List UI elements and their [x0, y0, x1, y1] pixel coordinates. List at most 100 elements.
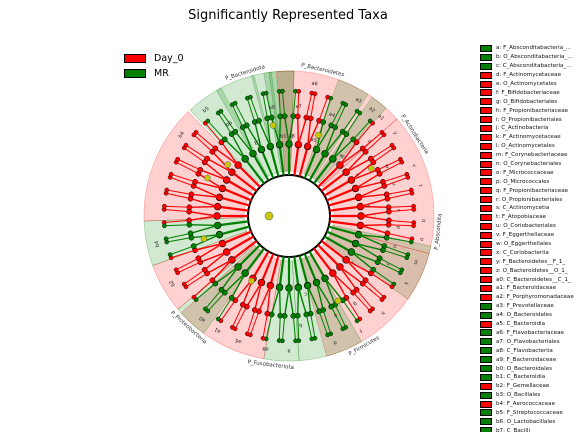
node-level3-41-0 [215, 316, 221, 322]
branch-l2-9-0 [246, 125, 263, 150]
branch-l3-33-1 [322, 309, 332, 334]
branch-l3-7-1 [217, 112, 233, 135]
taxa-legend-item: a4: O_Bacteroidales [480, 311, 576, 320]
taxa-legend-item: w: O_Eggerthellales [480, 240, 576, 249]
node-level3-22-0 [405, 175, 411, 180]
branch-l2-47-0 [190, 224, 218, 235]
branch-l3-19-1 [370, 144, 393, 160]
taxa-legend-swatch [480, 71, 492, 79]
ring-label-18: w [383, 163, 390, 169]
branch-l2-43-1 [206, 259, 233, 274]
ring-label-41: a9 [262, 345, 269, 352]
branch-l3-25-1 [387, 232, 413, 240]
legend-item-day0: Day_0 [124, 51, 384, 66]
ring-label-32: i [368, 287, 373, 292]
taxa-legend-swatch [480, 240, 492, 248]
taxa-legend-label: f: F_Bifidobacteriaceae [496, 89, 560, 96]
ring-label-3: b7 [254, 139, 262, 147]
taxa-legend: a: F_Absconditabacteria_... b: O_Abscondi… [480, 44, 576, 432]
taxa-legend-item: r: O_Propionibacteriales [480, 195, 576, 204]
taxa-legend-item: p: O_Micrococcales [480, 177, 576, 186]
taxa-legend-swatch [480, 107, 492, 115]
taxa-legend-label: t: F_Atopobiaceae [496, 214, 547, 221]
ring-label-27: n [391, 244, 398, 249]
taxa-legend-swatch [480, 196, 492, 204]
node-level3-20-0 [391, 145, 397, 151]
node-level3-44-0 [181, 281, 187, 287]
branch-13 [293, 144, 300, 176]
taxa-legend-swatch [480, 222, 492, 230]
branch-l3-5-0 [185, 144, 208, 160]
neutral-node-0 [224, 161, 231, 168]
branch-l3-0-0 [164, 219, 190, 224]
phylum-label-3: P_Abscondita [434, 213, 444, 250]
taxa-legend-swatch [480, 98, 492, 106]
node-level3-37-0 [276, 338, 282, 343]
taxa-legend-label: a9: F_Bacteroidaceae [496, 356, 557, 363]
ring-label-11: a3 [354, 97, 362, 105]
branch-9 [260, 149, 275, 179]
branch-l2-13-1 [297, 117, 308, 145]
node-level3-21-0 [399, 159, 405, 165]
branch-l2-19-0 [345, 151, 367, 173]
node-level3-12-0 [280, 88, 285, 94]
neutral-node-7 [334, 297, 342, 305]
taxa-legend-item: z: O_Bacteroidetes__O_1_ [480, 266, 576, 275]
branch-l2-18-0 [339, 141, 358, 166]
taxa-legend-label: w: O_Eggerthellales [496, 241, 552, 248]
taxa-legend-label: h: F_Propionibacteriaceae [496, 107, 569, 114]
branch-l2-2-0 [191, 193, 220, 199]
taxa-legend-swatch [480, 116, 492, 124]
node-level3-11-0 [263, 90, 269, 96]
branch-l2-34-0 [306, 285, 320, 312]
ring-label-29: l [384, 262, 390, 266]
ring-label-16: y [392, 130, 399, 136]
taxa-legend-swatch [480, 160, 492, 168]
taxa-legend-item: f: F_Bifidobacteriaceae [480, 88, 576, 97]
taxa-legend-swatch [480, 62, 492, 70]
neutral-node-4 [200, 235, 208, 243]
taxa-legend-item: g: O_Bifidobacteriales [480, 97, 576, 106]
taxa-legend-item: h: F_Propionibacteriaceae [480, 106, 576, 115]
taxa-legend-swatch [480, 284, 492, 292]
branch-l2-36-1 [283, 287, 290, 317]
branch-l3-10-1 [262, 93, 268, 119]
taxa-legend-label: a8: C_Flavobacteriia [496, 347, 553, 354]
taxa-legend-item: a: F_Absconditabacteria_... [480, 44, 576, 53]
branch-l2-11-0 [270, 117, 281, 145]
taxa-legend-item: a2: F_Porphyromonadaceae [480, 293, 576, 302]
taxa-legend-label: q: F_Propionibacteriaceae [496, 187, 569, 194]
branch-25 [329, 220, 361, 227]
node-level2-27-0 [380, 247, 386, 254]
branch-l2-10-0 [258, 120, 272, 147]
branch-l3-33-0 [330, 306, 344, 330]
branch-5 [231, 171, 258, 192]
branch-l3-39-1 [234, 306, 248, 330]
branch-30 [317, 244, 341, 268]
branch-l2-33-1 [315, 282, 324, 311]
branch-l2-21-0 [355, 173, 380, 190]
node-level3-18-0 [370, 120, 375, 126]
ring-label-2: b6 [225, 120, 234, 128]
ring-label-6: a8 [289, 133, 295, 139]
ring-label-30: k [402, 280, 409, 286]
branch-l3-29-1 [365, 279, 385, 298]
taxa-legend-item: b7: C_Bacilli [480, 426, 576, 432]
branch-l3-16-1 [342, 110, 358, 132]
node-level3-26-0 [408, 239, 414, 245]
branch-l3-2-0 [166, 189, 192, 195]
taxa-legend-swatch [480, 276, 492, 284]
node-level3-3-0 [168, 171, 174, 177]
branch-34 [298, 255, 309, 286]
taxa-legend-swatch [480, 151, 492, 159]
ring-label-15: z [366, 138, 372, 144]
root-ring [247, 174, 331, 258]
branch-21 [326, 187, 356, 202]
branch-l2-22-0 [358, 185, 385, 199]
branch-l3-41-0 [217, 297, 233, 320]
branch-l2-16-0 [324, 127, 336, 154]
node-level3-34-0 [325, 332, 330, 338]
taxa-legend-swatch [480, 258, 492, 266]
taxa-legend-item: a5: C_Bacteroidia [480, 320, 576, 329]
branch-l3-2-1 [169, 176, 194, 187]
